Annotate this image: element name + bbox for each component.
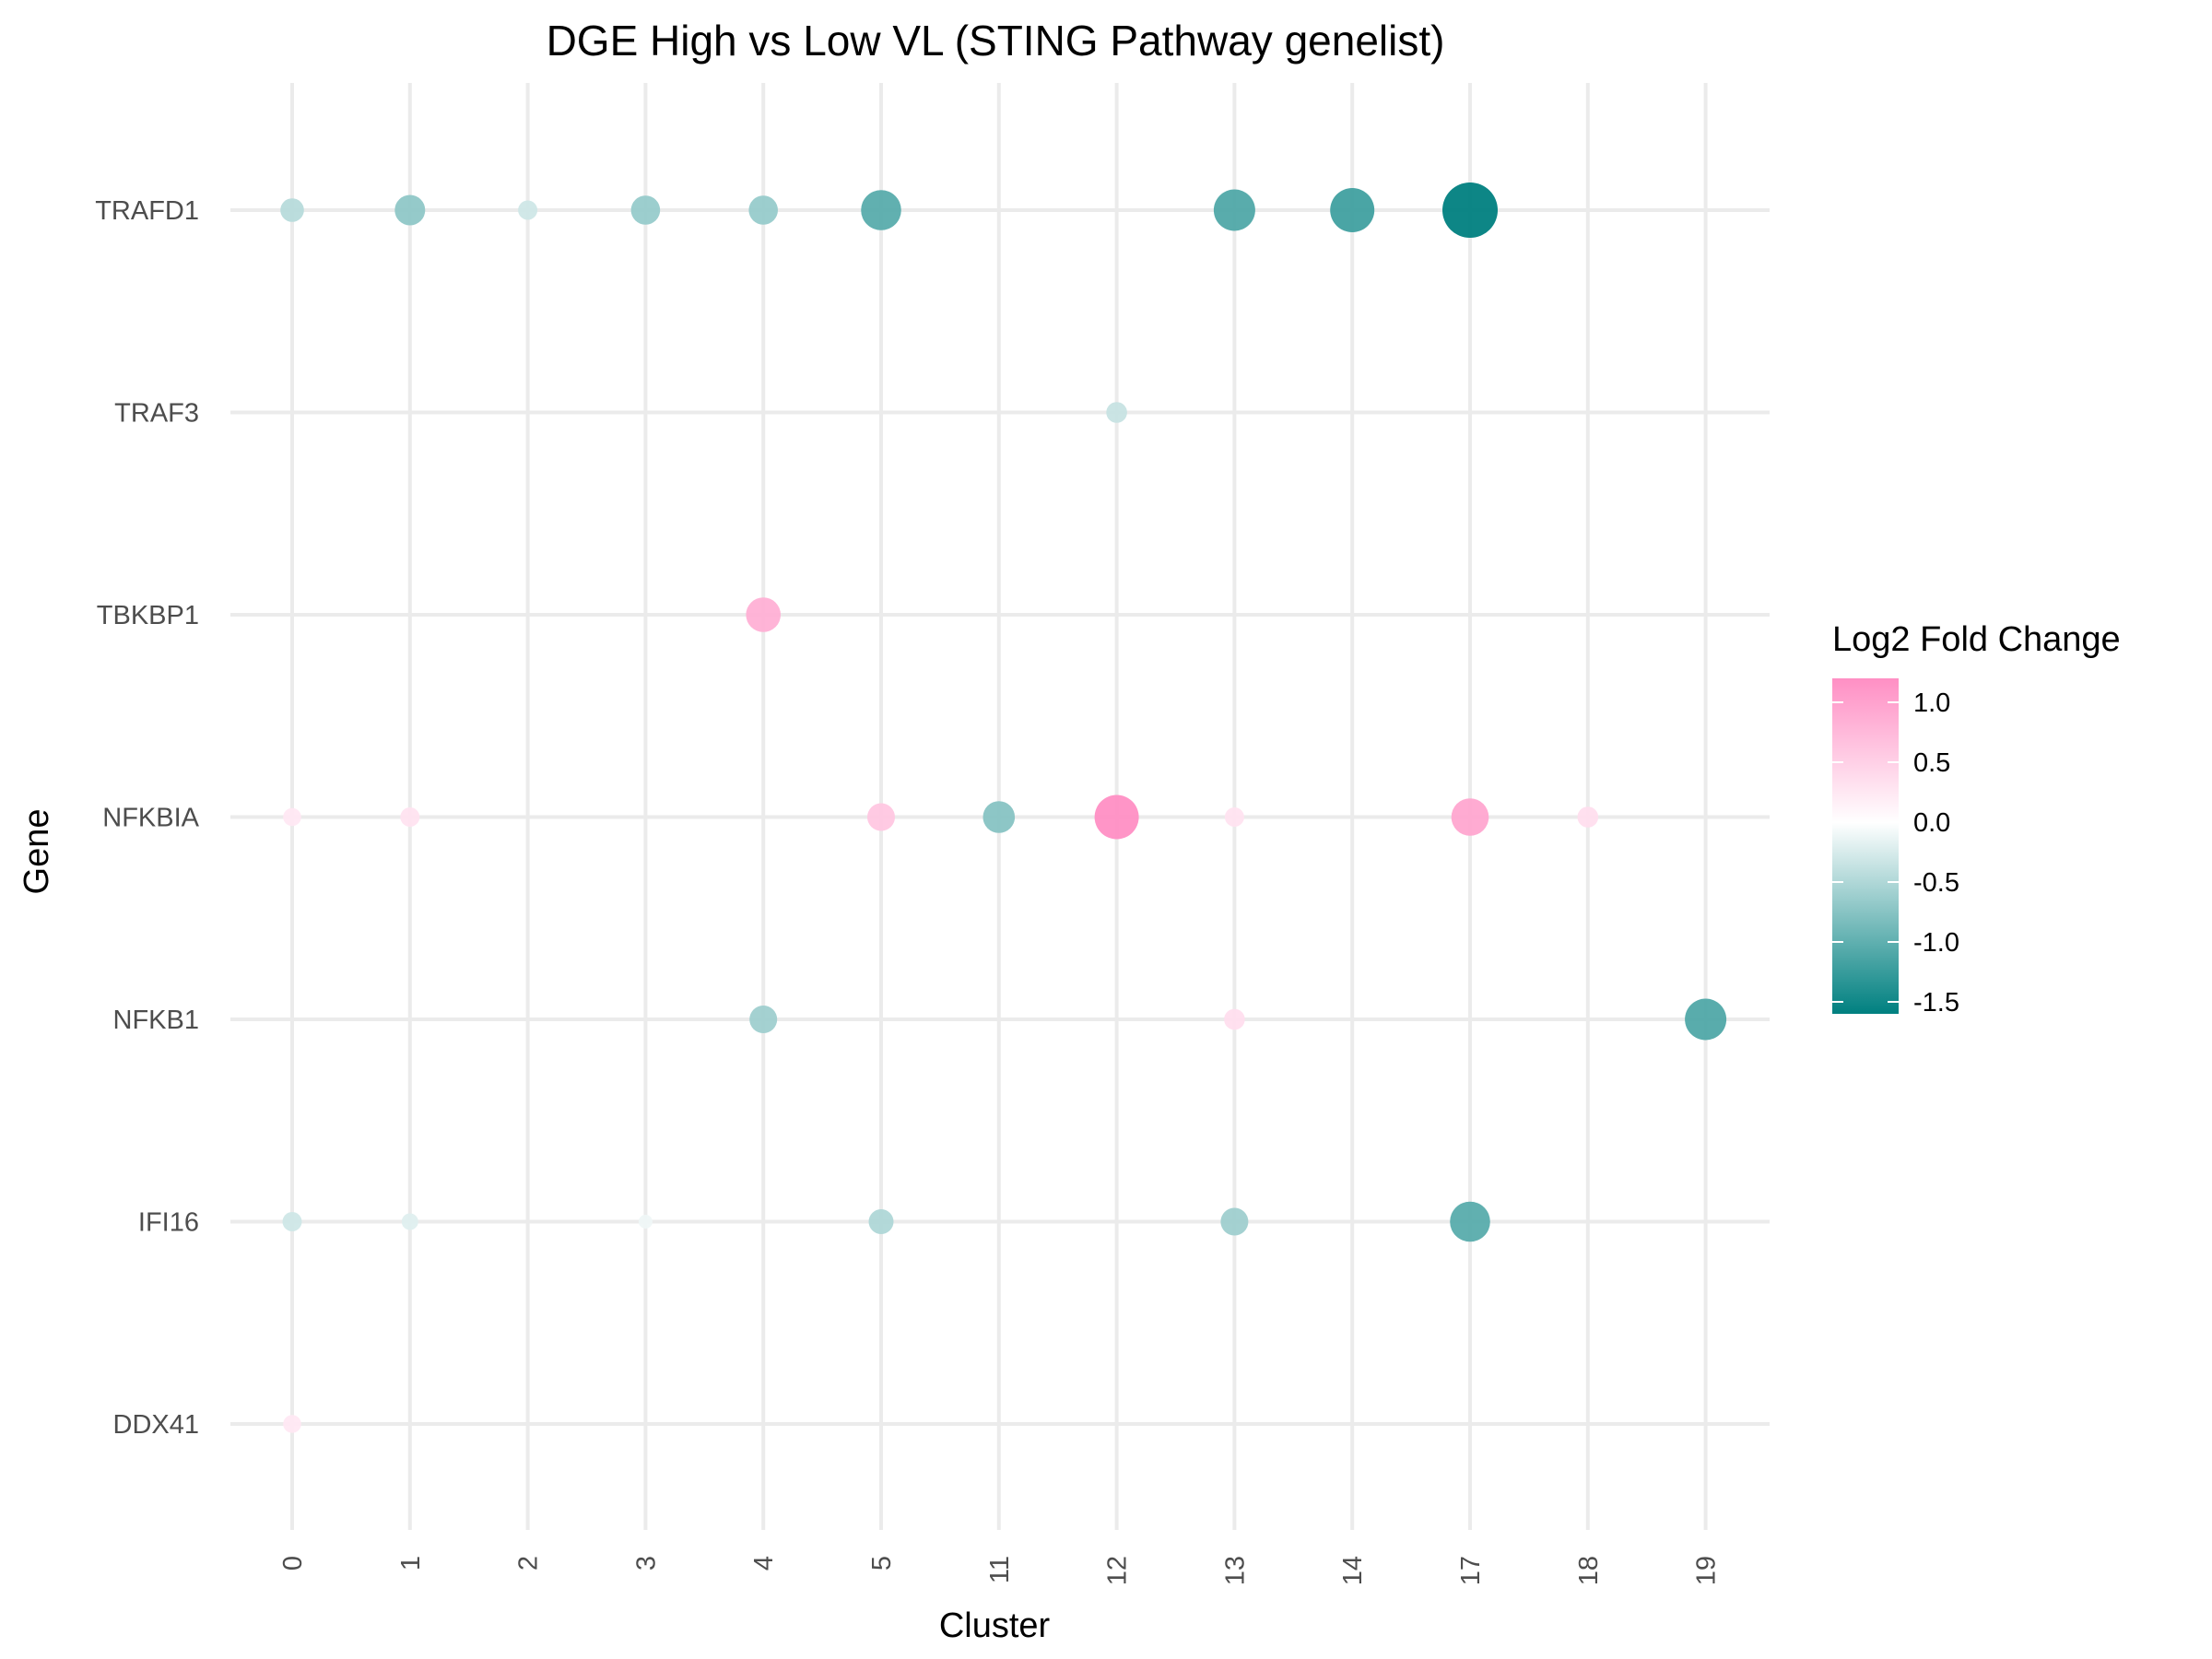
point-NFKBIA-cluster-17 xyxy=(1451,798,1489,836)
x-tick-label: 5 xyxy=(867,1556,897,1571)
legend-tick-label: -1.0 xyxy=(1913,928,1959,958)
point-TRAFD1-cluster-3 xyxy=(630,195,661,225)
legend-tick-label: 0.5 xyxy=(1913,748,1950,778)
y-tick-label: IFI16 xyxy=(138,1208,199,1238)
x-tick-label: 4 xyxy=(749,1556,779,1571)
y-tick-label: NFKB1 xyxy=(113,1006,199,1035)
point-DDX41-cluster-0 xyxy=(283,1415,301,1433)
point-NFKBIA-cluster-1 xyxy=(400,807,420,827)
x-axis-title: Cluster xyxy=(939,1606,1051,1645)
y-tick-label: TRAFD1 xyxy=(95,196,199,226)
point-TRAFD1-cluster-0 xyxy=(280,198,304,222)
point-NFKBIA-cluster-5 xyxy=(867,803,895,831)
x-tick-label: 13 xyxy=(1220,1556,1250,1585)
point-TBKBP1-cluster-4 xyxy=(746,597,781,632)
legend-colorbar xyxy=(1832,678,1899,1014)
point-NFKB1-cluster-19 xyxy=(1685,998,1727,1041)
x-tick-label: 14 xyxy=(1338,1556,1368,1585)
x-tick-label: 1 xyxy=(396,1556,426,1571)
chart-title: DGE High vs Low VL (STING Pathway geneli… xyxy=(547,17,1445,65)
x-tick-label: 0 xyxy=(278,1556,308,1571)
point-NFKBIA-cluster-18 xyxy=(1577,806,1599,828)
point-TRAFD1-cluster-13 xyxy=(1213,189,1255,231)
point-TRAFD1-cluster-5 xyxy=(861,190,901,230)
legend-tick-label: 1.0 xyxy=(1913,688,1950,718)
point-IFI16-cluster-17 xyxy=(1450,1201,1490,1242)
point-IFI16-cluster-3 xyxy=(638,1215,653,1229)
point-NFKBIA-cluster-11 xyxy=(982,801,1016,833)
point-NFKBIA-cluster-0 xyxy=(283,807,301,827)
point-TRAFD1-cluster-2 xyxy=(518,200,538,220)
x-axis-tick-labels: 0 1 2 3 4 5 11 12 13 14 17 18 19 xyxy=(278,1556,1722,1585)
legend-tick-label: -1.5 xyxy=(1913,988,1959,1018)
x-tick-label: 19 xyxy=(1692,1556,1722,1585)
point-NFKBIA-cluster-13 xyxy=(1224,807,1244,827)
point-NFKBIA-cluster-12 xyxy=(1094,794,1139,840)
x-tick-label: 17 xyxy=(1456,1556,1486,1585)
x-tick-label: 18 xyxy=(1574,1556,1604,1585)
y-tick-label: TBKBP1 xyxy=(97,601,199,630)
point-NFKB1-cluster-13 xyxy=(1224,1008,1245,1030)
legend-tick-label: 0.0 xyxy=(1913,808,1950,838)
legend-tick-label: -0.5 xyxy=(1913,868,1959,898)
point-TRAF3-cluster-12 xyxy=(1106,402,1127,423)
color-legend: Log2 Fold Change 1.0 0.5 0.0 -0.5 -1.0 -1.5 xyxy=(1832,620,2121,1018)
y-tick-label: DDX41 xyxy=(113,1410,200,1440)
data-points xyxy=(280,182,1727,1433)
point-NFKB1-cluster-4 xyxy=(749,1006,778,1033)
legend-title: Log2 Fold Change xyxy=(1832,620,2121,659)
point-IFI16-cluster-13 xyxy=(1220,1207,1249,1236)
x-tick-label: 11 xyxy=(985,1556,1015,1583)
x-tick-label: 3 xyxy=(631,1556,661,1571)
point-TRAFD1-cluster-14 xyxy=(1330,188,1375,232)
y-tick-label: TRAF3 xyxy=(114,399,199,429)
y-tick-label: NFKBIA xyxy=(102,804,199,833)
point-IFI16-cluster-5 xyxy=(868,1209,894,1234)
point-TRAFD1-cluster-1 xyxy=(394,194,426,226)
point-IFI16-cluster-1 xyxy=(401,1213,418,1230)
legend-ticks: 1.0 0.5 0.0 -0.5 -1.0 -1.5 xyxy=(1832,688,1959,1018)
point-IFI16-cluster-0 xyxy=(282,1212,302,1231)
y-axis-title: Gene xyxy=(18,809,56,895)
point-TRAFD1-cluster-4 xyxy=(748,195,778,225)
point-TRAFD1-cluster-17 xyxy=(1442,182,1498,238)
x-tick-label: 12 xyxy=(1103,1556,1133,1585)
y-axis-tick-labels: DDX41 IFI16 NFKB1 NFKBIA TBKBP1 TRAF3 TRAFD1 xyxy=(95,196,199,1440)
x-tick-label: 2 xyxy=(514,1556,544,1571)
